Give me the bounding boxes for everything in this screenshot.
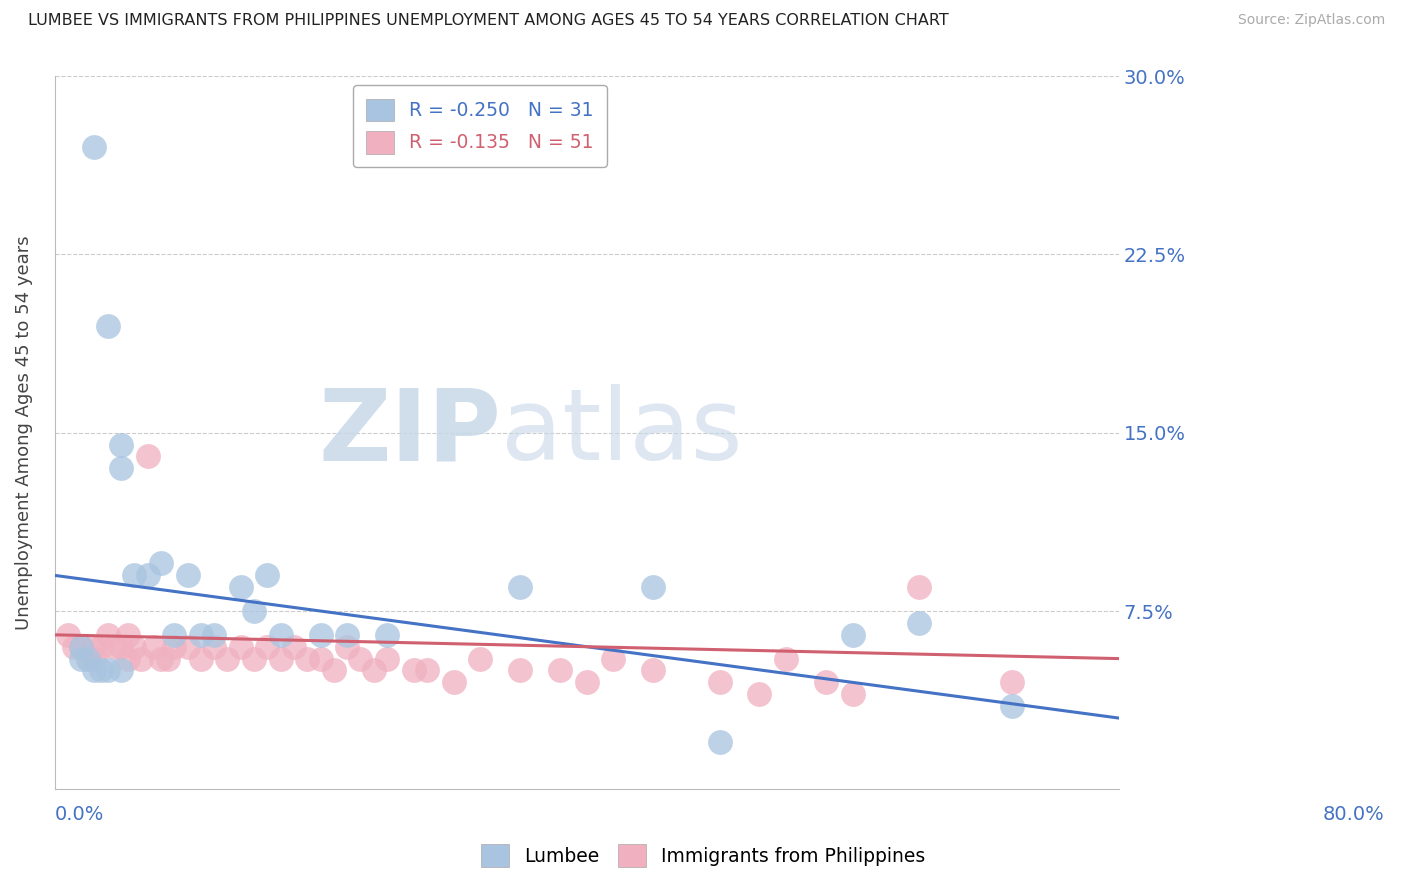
Point xyxy=(90,664,112,678)
Point xyxy=(103,640,125,654)
Point xyxy=(163,640,186,654)
Point xyxy=(110,437,132,451)
Point xyxy=(97,628,120,642)
Point xyxy=(176,640,198,654)
Point xyxy=(56,628,79,642)
Point xyxy=(163,628,186,642)
Point xyxy=(97,318,120,333)
Point xyxy=(336,640,359,654)
Point xyxy=(548,664,571,678)
Point xyxy=(156,651,179,665)
Point xyxy=(309,628,332,642)
Point xyxy=(748,687,770,701)
Point xyxy=(117,651,139,665)
Point xyxy=(70,640,93,654)
Point xyxy=(908,615,931,630)
Point xyxy=(176,568,198,582)
Point xyxy=(256,640,278,654)
Text: atlas: atlas xyxy=(502,384,742,481)
Point xyxy=(229,640,252,654)
Point xyxy=(110,640,132,654)
Point xyxy=(149,651,172,665)
Point xyxy=(117,628,139,642)
Point xyxy=(190,651,212,665)
Point xyxy=(908,580,931,594)
Point xyxy=(297,651,319,665)
Point xyxy=(136,568,159,582)
Point xyxy=(814,675,837,690)
Point xyxy=(110,664,132,678)
Point xyxy=(363,664,385,678)
Point xyxy=(709,735,731,749)
Point xyxy=(243,651,266,665)
Point xyxy=(70,651,93,665)
Point xyxy=(136,450,159,464)
Point xyxy=(322,664,344,678)
Point xyxy=(709,675,731,690)
Point xyxy=(1001,675,1024,690)
Point xyxy=(83,640,105,654)
Point xyxy=(309,651,332,665)
Point xyxy=(349,651,371,665)
Point xyxy=(509,664,531,678)
Point xyxy=(256,568,278,582)
Point xyxy=(97,664,120,678)
Point xyxy=(375,651,398,665)
Point xyxy=(202,640,225,654)
Y-axis label: Unemployment Among Ages 45 to 54 years: Unemployment Among Ages 45 to 54 years xyxy=(15,235,32,630)
Point xyxy=(217,651,239,665)
Point xyxy=(124,640,146,654)
Point xyxy=(416,664,439,678)
Point xyxy=(143,640,166,654)
Point xyxy=(124,568,146,582)
Point xyxy=(76,651,98,665)
Point xyxy=(270,651,292,665)
Point xyxy=(76,651,98,665)
Text: Source: ZipAtlas.com: Source: ZipAtlas.com xyxy=(1237,13,1385,28)
Point xyxy=(375,628,398,642)
Point xyxy=(470,651,492,665)
Point xyxy=(641,664,664,678)
Point xyxy=(336,628,359,642)
Point xyxy=(841,687,863,701)
Point xyxy=(190,628,212,642)
Point xyxy=(63,640,86,654)
Point xyxy=(83,140,105,154)
Text: 80.0%: 80.0% xyxy=(1323,805,1385,824)
Point xyxy=(402,664,425,678)
Point xyxy=(602,651,624,665)
Point xyxy=(70,640,93,654)
Point xyxy=(202,628,225,642)
Point xyxy=(83,664,105,678)
Point xyxy=(83,651,105,665)
Point xyxy=(575,675,598,690)
Text: LUMBEE VS IMMIGRANTS FROM PHILIPPINES UNEMPLOYMENT AMONG AGES 45 TO 54 YEARS COR: LUMBEE VS IMMIGRANTS FROM PHILIPPINES UN… xyxy=(28,13,949,29)
Point xyxy=(149,557,172,571)
Point xyxy=(1001,699,1024,714)
Point xyxy=(110,461,132,475)
Point xyxy=(270,628,292,642)
Point xyxy=(229,580,252,594)
Point xyxy=(509,580,531,594)
Point xyxy=(641,580,664,594)
Text: ZIP: ZIP xyxy=(319,384,502,481)
Point xyxy=(243,604,266,618)
Point xyxy=(841,628,863,642)
Point xyxy=(90,640,112,654)
Legend: Lumbee, Immigrants from Philippines: Lumbee, Immigrants from Philippines xyxy=(470,833,936,878)
Text: 0.0%: 0.0% xyxy=(55,805,104,824)
Point xyxy=(283,640,305,654)
Legend: R = -0.250   N = 31, R = -0.135   N = 51: R = -0.250 N = 31, R = -0.135 N = 51 xyxy=(353,86,607,167)
Point xyxy=(775,651,797,665)
Point xyxy=(443,675,465,690)
Point xyxy=(129,651,152,665)
